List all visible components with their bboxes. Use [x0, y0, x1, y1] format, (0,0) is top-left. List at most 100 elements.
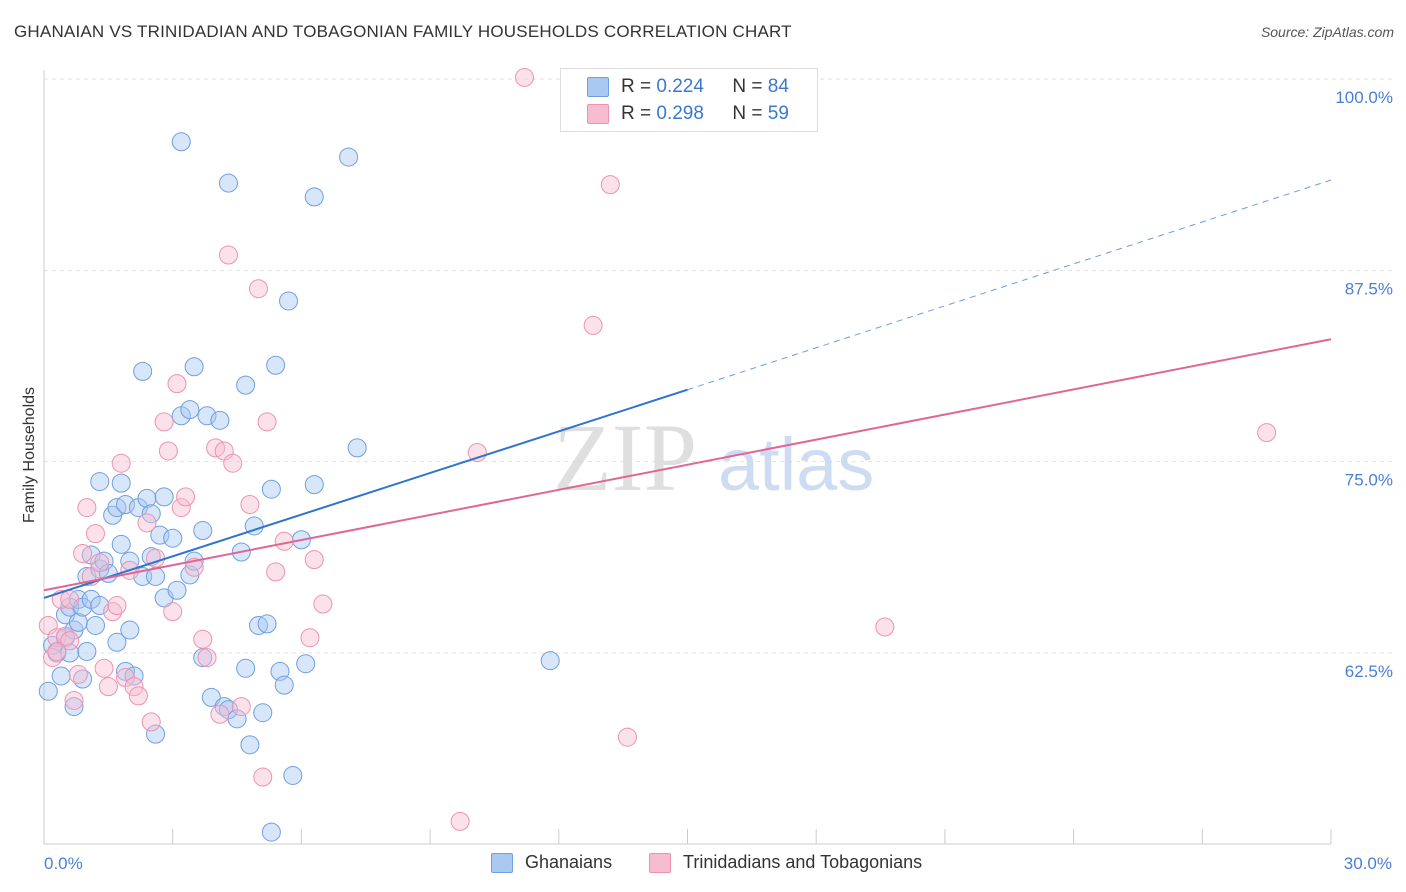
- legend-item-ghanaians: Ghanaians: [491, 852, 612, 873]
- ghanaian-point: [77, 641, 97, 661]
- x-tick-label: 0.0%: [44, 854, 83, 873]
- trinidadian-point: [875, 617, 895, 637]
- ghanaian-point: [261, 479, 281, 499]
- series-legend: Ghanaians Trinidadians and Tobagonians: [0, 852, 1406, 878]
- ghanaian-point: [210, 410, 230, 430]
- trinidadian-point: [300, 628, 320, 648]
- legend-label-ghanaians: Ghanaians: [525, 852, 613, 872]
- trinidadian-point: [266, 562, 286, 582]
- ghanaian-point: [107, 632, 127, 652]
- trinidadian-point: [77, 498, 97, 518]
- ghanaian-point: [279, 291, 299, 311]
- ghanaian-point: [261, 822, 281, 842]
- trinidadian-point: [249, 279, 268, 299]
- trinidadian-point: [128, 686, 148, 706]
- ghanaian-point: [51, 666, 71, 686]
- ghanaian-point: [146, 724, 166, 744]
- legend-item-trinidadians: Trinidadians and Tobagonians: [649, 852, 922, 873]
- trinidadian-point: [253, 767, 273, 787]
- trinidadian-point: [197, 648, 217, 668]
- y-tick-label: 75.0%: [1345, 471, 1393, 490]
- trinidadian-point: [60, 631, 80, 651]
- trinidadian-point: [223, 453, 243, 473]
- ghanaian-point: [253, 703, 273, 723]
- ghanaian-point: [184, 357, 204, 377]
- x-ticks: 0.0% 30.0%: [43, 829, 1392, 873]
- legend-n-value: 84: [767, 76, 789, 97]
- ghanaian-point: [141, 504, 161, 524]
- ghanaian-point: [266, 355, 286, 375]
- ghanaian-point: [201, 687, 221, 707]
- legend-label-trinidadians: Trinidadians and Tobagonians: [683, 852, 923, 872]
- trinidadian-point: [158, 441, 178, 461]
- y-axis-label: Family Households: [21, 387, 38, 523]
- trend-line-ghanaians-extrapolated: [687, 179, 1332, 391]
- ghanaian-point: [240, 735, 260, 755]
- ghanaian-point: [296, 654, 316, 674]
- ghanaian-point: [304, 475, 324, 495]
- legend-row-trinidadians: R = 0.298 N = 59: [587, 102, 789, 126]
- legend-n-label: N =: [732, 103, 768, 124]
- ghanaian-point: [180, 400, 200, 420]
- trinidadian-point: [85, 524, 105, 544]
- trinidadian-point: [90, 553, 110, 573]
- series-pink-points: [38, 67, 1277, 831]
- ghanaian-point: [171, 132, 191, 152]
- ghanaian-point: [274, 675, 294, 695]
- watermark-zip: ZIP: [553, 404, 697, 511]
- trend-lines: [43, 179, 1332, 599]
- ghanaian-point: [64, 697, 84, 717]
- ghanaian-point: [304, 187, 324, 207]
- trinidadian-point: [257, 412, 277, 432]
- legend-r-label: R =: [621, 76, 657, 97]
- watermark-atlas: atlas: [718, 423, 874, 506]
- trinidadian-point: [107, 596, 127, 616]
- legend-r-label: R =: [621, 103, 657, 124]
- trend-line-trinidadians: [43, 338, 1332, 592]
- ghanaian-point: [120, 620, 140, 640]
- ghanaian-point: [218, 173, 238, 193]
- trinidadian-point: [154, 412, 174, 432]
- legend-swatch-blue: [587, 77, 609, 97]
- x-tick-label: 30.0%: [1344, 854, 1392, 873]
- trinidadian-point: [171, 498, 191, 518]
- ghanaian-point: [347, 438, 367, 458]
- legend-swatch-pink: [587, 104, 609, 124]
- y-tick-label: 87.5%: [1345, 279, 1393, 298]
- trinidadian-point: [167, 374, 187, 394]
- trinidadian-point: [240, 495, 260, 515]
- ghanaian-point: [133, 361, 153, 381]
- ghanaian-point: [236, 658, 256, 678]
- trinidadian-point: [137, 513, 157, 533]
- series-blue-points: [38, 132, 560, 842]
- source-label: Source: ZipAtlas.com: [1260, 24, 1394, 40]
- ghanaian-point: [116, 661, 136, 681]
- ghanaian-point: [111, 534, 131, 554]
- ghanaian-point: [111, 473, 131, 493]
- ghanaian-point: [167, 580, 187, 600]
- trinidadian-point: [124, 677, 144, 697]
- trinidadian-point: [141, 712, 161, 732]
- trinidadian-point: [304, 550, 324, 570]
- trinidadian-point: [98, 677, 118, 697]
- ghanaian-point: [283, 765, 303, 785]
- legend-n-label: N =: [732, 76, 768, 97]
- trend-line-ghanaians: [43, 388, 688, 599]
- ghanaian-point: [197, 406, 217, 426]
- trinidadian-point: [1257, 423, 1277, 443]
- trinidadian-point: [231, 697, 251, 717]
- trinidadian-point: [64, 690, 84, 710]
- trinidadian-point: [617, 727, 637, 747]
- trinidadian-point: [60, 589, 80, 609]
- trinidadian-point: [176, 487, 196, 507]
- trinidadian-point: [218, 245, 238, 265]
- y-tick-labels: 62.5% 75.0% 87.5% 100.0%: [1335, 88, 1393, 681]
- stats-legend: R = 0.224 N = 84 R = 0.298 N = 59: [560, 68, 818, 132]
- legend-swatch-pink: [649, 852, 671, 873]
- chart-title: GHANAIAN VS TRINIDADIAN AND TOBAGONIAN F…: [14, 22, 792, 41]
- legend-r-value: 0.298: [656, 103, 704, 124]
- ghanaian-point: [150, 525, 170, 545]
- y-tick-label: 62.5%: [1345, 662, 1393, 681]
- trinidadian-point: [313, 594, 333, 614]
